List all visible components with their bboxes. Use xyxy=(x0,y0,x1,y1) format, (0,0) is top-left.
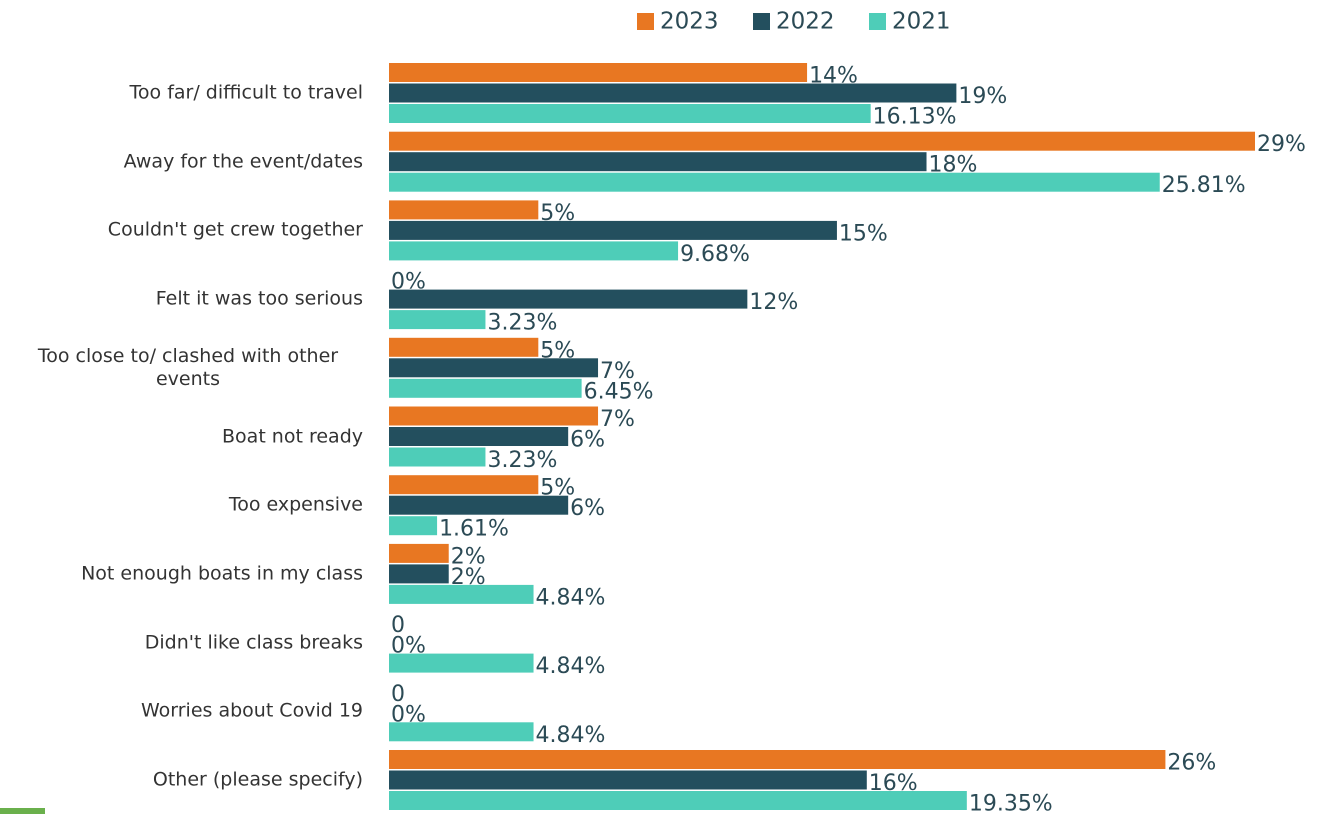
bar xyxy=(389,770,867,790)
value-label: 6% xyxy=(570,496,605,521)
value-label: 29% xyxy=(1257,132,1306,157)
category-label: Didn't like class breaks xyxy=(144,631,363,654)
category-label: Too expensive xyxy=(228,493,363,516)
bar xyxy=(389,200,539,220)
bar xyxy=(389,406,599,426)
bar xyxy=(389,495,569,515)
bar xyxy=(389,516,438,536)
bar xyxy=(389,427,569,446)
bar xyxy=(389,172,1160,192)
value-label: 12% xyxy=(749,290,798,315)
value-label: 0 xyxy=(391,613,405,638)
value-label: 1.61% xyxy=(439,517,509,542)
legend-swatch xyxy=(753,13,770,30)
category-label: Couldn't get crew together xyxy=(107,218,363,241)
value-label: 4.84% xyxy=(536,654,606,679)
bar xyxy=(389,750,1166,769)
category-label: Other (please specify) xyxy=(152,768,363,791)
bar xyxy=(389,63,808,82)
bar xyxy=(389,378,582,398)
bar xyxy=(389,358,599,378)
category-label: Not enough boats in my class xyxy=(81,562,363,585)
bar xyxy=(389,310,486,330)
legend-swatch xyxy=(637,13,654,30)
value-label: 7% xyxy=(600,407,635,432)
value-label: 25.81% xyxy=(1162,173,1246,198)
value-label: 15% xyxy=(839,221,888,246)
value-label: 3.23% xyxy=(487,448,557,473)
bar xyxy=(389,791,967,810)
value-label: 4.84% xyxy=(536,585,606,610)
bar xyxy=(389,220,837,240)
value-label: 19% xyxy=(958,84,1007,109)
bar xyxy=(389,83,957,103)
bar xyxy=(389,337,539,357)
bar xyxy=(389,104,871,123)
bar xyxy=(389,447,486,467)
value-label: 9.68% xyxy=(680,242,750,267)
decoration xyxy=(0,808,45,814)
bar xyxy=(389,152,927,172)
value-label: 26% xyxy=(1167,751,1216,776)
value-label: 3.23% xyxy=(487,311,557,336)
category-label: Too close to/ clashed with other events xyxy=(37,344,339,390)
value-label: 6.45% xyxy=(584,379,654,404)
value-label: 16.13% xyxy=(873,105,957,130)
legend-label: 2021 xyxy=(892,9,951,35)
legend-swatch xyxy=(869,13,886,30)
value-label: 19.35% xyxy=(969,792,1053,814)
value-label: 7% xyxy=(600,359,635,384)
bar xyxy=(389,241,679,261)
bar xyxy=(389,543,449,563)
category-label: Boat not ready xyxy=(222,425,363,447)
bar xyxy=(389,475,539,495)
value-label: 0 xyxy=(391,682,405,707)
category-label: Felt it was too serious xyxy=(155,287,363,310)
bar xyxy=(389,564,449,584)
bar xyxy=(389,289,748,309)
category-label: Away for the event/dates xyxy=(123,150,363,173)
bar xyxy=(389,653,534,673)
bar xyxy=(389,131,1255,151)
category-label: Worries about Covid 19 xyxy=(140,699,363,722)
bar xyxy=(389,584,534,604)
legend-label: 2023 xyxy=(660,9,719,35)
legend-label: 2022 xyxy=(776,9,835,35)
bar xyxy=(389,722,534,742)
value-label: 4.84% xyxy=(536,723,606,748)
value-label: 2% xyxy=(451,544,486,569)
value-label: 6% xyxy=(570,428,605,453)
category-label: Too far/ difficult to travel xyxy=(129,81,363,104)
